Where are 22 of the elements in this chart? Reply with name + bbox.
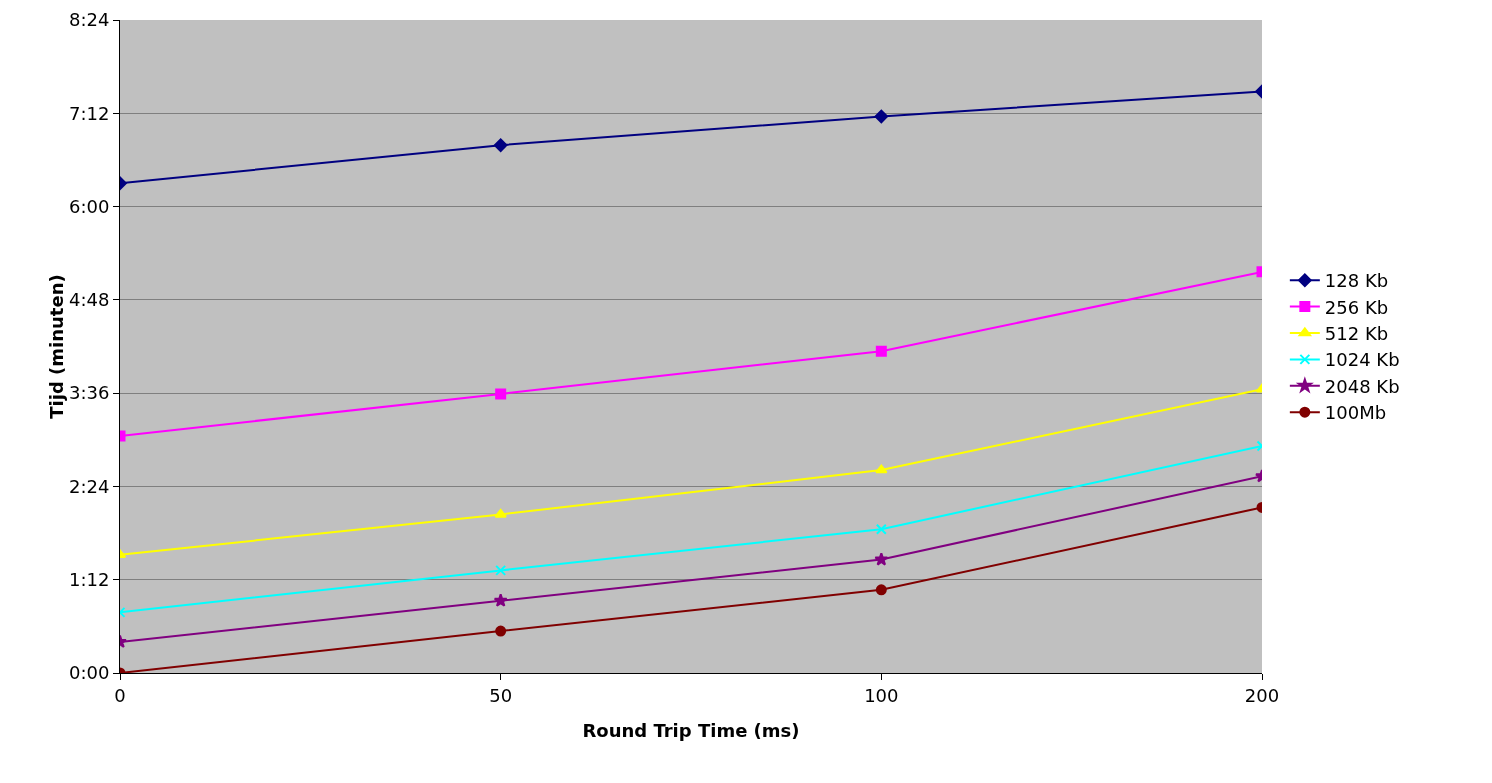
legend-label: 512 Kb (1324, 323, 1389, 345)
point (875, 584, 887, 596)
point (495, 625, 507, 637)
legend-label: 256 Kb (1324, 296, 1389, 318)
x-tick-label: 100 (864, 684, 899, 706)
legend-label: 100Mb (1324, 402, 1387, 424)
x-tick-label: 50 (489, 684, 513, 706)
y-tick-label: 7:12 (68, 102, 110, 124)
legend-label: 2048 Kb (1324, 375, 1400, 397)
y-tick-label: 4:48 (68, 289, 110, 311)
x-tick-label: 200 (1244, 684, 1280, 706)
y-axis-title: Tijd (minuten) (45, 274, 67, 419)
legend-label: 1024 Kb (1324, 349, 1400, 371)
y-tick-label: 3:36 (68, 382, 110, 404)
x-tick-label: 0 (114, 684, 126, 706)
x-axis-title: Round Trip Time (ms) (582, 720, 800, 741)
y-tick-label: 6:00 (68, 195, 110, 217)
y-tick-label: 8:24 (68, 9, 110, 31)
y-tick-label: 1:12 (68, 569, 110, 591)
y-tick-label: 2:24 (68, 475, 110, 497)
legend-label: 128 Kb (1324, 270, 1389, 292)
y-tick-label: 0:00 (68, 662, 110, 684)
